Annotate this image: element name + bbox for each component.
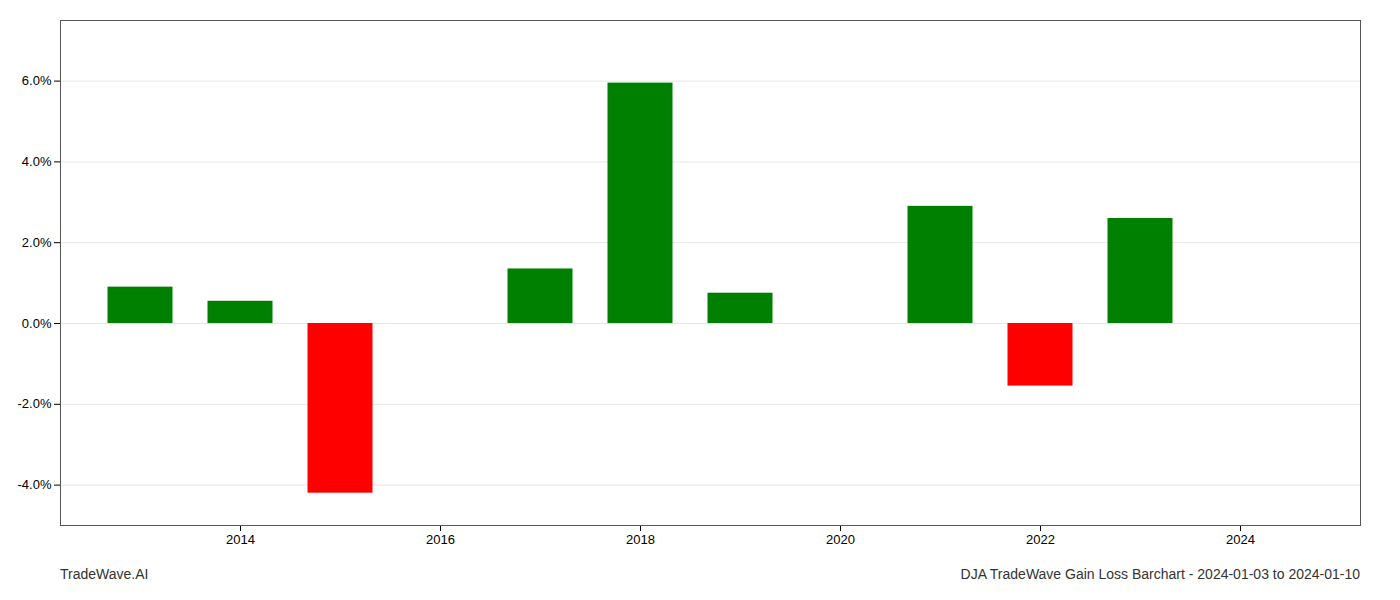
html-text:TradeWave.AI: TradeWave.AI [60,566,149,582]
svg-text:2024: 2024 [1226,532,1255,547]
svg-text:2022: 2022 [1026,532,1055,547]
svg-text:-2.0%: -2.0% [18,396,52,411]
svg-text:2.0%: 2.0% [22,235,52,250]
svg-text:2016: 2016 [426,532,455,547]
svg-text:2018: 2018 [626,532,655,547]
html-text:DJA TradeWave Gain Loss Barcha: DJA TradeWave Gain Loss Barchart - 2024-… [960,566,1360,582]
svg-text:0.0%: 0.0% [22,316,52,331]
svg-text:4.0%: 4.0% [22,154,52,169]
svg-text:2014: 2014 [226,532,255,547]
svg-text:2020: 2020 [826,532,855,547]
svg-text:-4.0%: -4.0% [18,477,52,492]
svg-text:6.0%: 6.0% [22,73,52,88]
